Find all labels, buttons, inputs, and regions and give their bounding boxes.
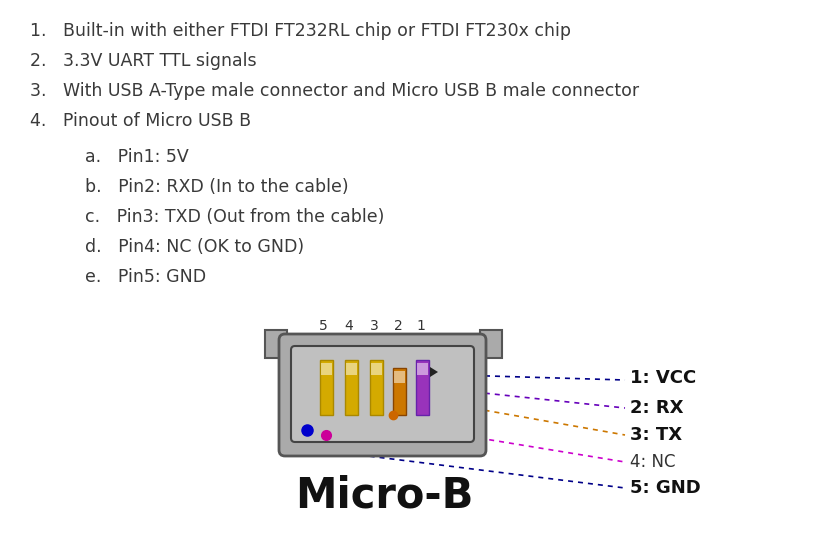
Text: 1: VCC: 1: VCC	[630, 369, 696, 387]
Bar	[394, 371, 405, 383]
Bar	[265, 330, 287, 358]
Polygon shape	[430, 367, 438, 377]
FancyBboxPatch shape	[291, 346, 474, 442]
Text: 3: 3	[369, 319, 378, 333]
Bar	[417, 363, 428, 375]
Text: 2.   3.3V UART TTL signals: 2. 3.3V UART TTL signals	[30, 52, 257, 70]
Bar	[321, 363, 332, 375]
Text: 4: NC: 4: NC	[630, 453, 676, 471]
Bar	[320, 360, 333, 415]
Bar	[345, 360, 358, 415]
Bar	[370, 360, 383, 415]
Text: 3.   With USB A-Type male connector and Micro USB B male connector: 3. With USB A-Type male connector and Mi…	[30, 82, 639, 100]
Text: 3: TX: 3: TX	[630, 426, 682, 444]
Text: 4: 4	[345, 319, 354, 333]
Text: 1: 1	[417, 319, 426, 333]
Text: e.   Pin5: GND: e. Pin5: GND	[85, 268, 206, 286]
Text: 5: 5	[319, 319, 328, 333]
Text: 4.   Pinout of Micro USB B: 4. Pinout of Micro USB B	[30, 112, 251, 130]
Bar	[346, 363, 357, 375]
Text: b.   Pin2: RXD (In to the cable): b. Pin2: RXD (In to the cable)	[85, 178, 349, 196]
Text: Micro-B: Micro-B	[295, 475, 473, 517]
Text: 2: 2	[394, 319, 403, 333]
Text: a.   Pin1: 5V: a. Pin1: 5V	[85, 148, 189, 166]
Bar	[371, 363, 382, 375]
Bar	[416, 360, 429, 415]
Text: 2: RX: 2: RX	[630, 399, 684, 417]
Text: 1.   Built-in with either FTDI FT232RL chip or FTDI FT230x chip: 1. Built-in with either FTDI FT232RL chi…	[30, 22, 571, 40]
Text: d.   Pin4: NC (OK to GND): d. Pin4: NC (OK to GND)	[85, 238, 304, 256]
Text: 5: GND: 5: GND	[630, 479, 701, 497]
Text: c.   Pin3: TXD (Out from the cable): c. Pin3: TXD (Out from the cable)	[85, 208, 384, 226]
Bar	[393, 368, 406, 415]
Bar	[480, 330, 502, 358]
FancyBboxPatch shape	[279, 334, 486, 456]
